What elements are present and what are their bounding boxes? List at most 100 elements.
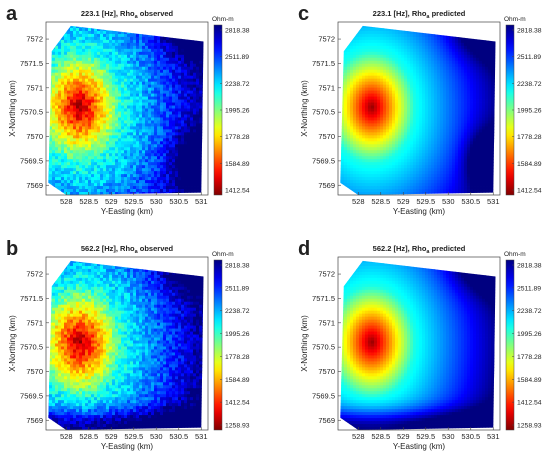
heatmap-cell (356, 102, 360, 106)
heatmap-cell (190, 114, 194, 118)
heatmap-cell (48, 72, 50, 77)
heatmap-cell (440, 22, 443, 25)
heatmap-cell (392, 27, 396, 32)
heatmap-cell (416, 90, 420, 94)
heatmap-cell (97, 22, 100, 25)
heatmap-cell (124, 96, 128, 100)
heatmap-cell (184, 162, 188, 166)
heatmap-cell (61, 99, 65, 103)
heatmap-cell (160, 22, 163, 25)
heatmap-cell (97, 117, 101, 121)
heatmap-cell (145, 156, 149, 160)
heatmap-cell (395, 36, 399, 41)
heatmap-cell (350, 51, 354, 56)
heatmap-cell (58, 129, 62, 133)
heatmap-cell (181, 87, 185, 91)
heatmap-cell (440, 33, 444, 38)
heatmap-cell (166, 171, 170, 175)
heatmap-cell (115, 114, 119, 118)
heatmap-cell (163, 90, 167, 94)
heatmap-cell (431, 48, 435, 53)
heatmap-cell (482, 87, 486, 91)
heatmap-cell (94, 93, 98, 97)
heatmap-cell (100, 42, 104, 47)
heatmap-cell (160, 102, 164, 106)
heatmap-cell (479, 42, 483, 47)
heatmap-cell (97, 25, 101, 29)
heatmap-cell (61, 162, 65, 166)
heatmap-cell (112, 39, 116, 44)
heatmap-cell (145, 39, 149, 44)
heatmap-cell (130, 75, 134, 80)
heatmap-cell (350, 45, 354, 50)
heatmap-cell (154, 87, 158, 91)
heatmap-cell (91, 144, 95, 148)
heatmap-cell (64, 102, 68, 106)
heatmap-cell (425, 33, 429, 38)
heatmap-cell (470, 78, 474, 83)
heatmap-cell (154, 105, 158, 109)
heatmap-cell (187, 99, 191, 103)
heatmap-cell (446, 117, 450, 121)
heatmap-cell (118, 54, 122, 59)
heatmap-cell (428, 60, 432, 65)
heatmap-cell (392, 114, 396, 118)
heatmap-cell (470, 51, 474, 56)
heatmap-cell (199, 78, 203, 83)
heatmap-cell (49, 165, 53, 169)
heatmap-cell (79, 174, 83, 178)
heatmap-cell (169, 150, 173, 154)
heatmap-cell (389, 120, 393, 124)
heatmap-cell (380, 33, 384, 38)
heatmap-cell (103, 48, 107, 53)
heatmap-cell (437, 96, 441, 100)
heatmap-cell (449, 87, 453, 91)
heatmap-cell (127, 123, 131, 127)
heatmap-cell (163, 183, 167, 187)
heatmap-cell (61, 48, 65, 53)
heatmap-cell (494, 117, 496, 121)
heatmap-cell (88, 132, 92, 136)
heatmap-cell (148, 39, 152, 44)
heatmap-cell (142, 177, 146, 181)
heatmap-cell (109, 150, 113, 154)
colorbar-tick-label: 1412.54 (225, 188, 250, 195)
heatmap-cell (85, 66, 89, 71)
heatmap-cell (428, 75, 432, 80)
heatmap-cell (389, 78, 393, 83)
heatmap-cell (449, 33, 453, 38)
heatmap-cell (181, 84, 185, 89)
heatmap-cell (350, 87, 354, 91)
heatmap-cell (118, 78, 122, 83)
heatmap-cell (133, 93, 137, 97)
heatmap-cell (341, 90, 345, 94)
heatmap-cell (94, 120, 98, 124)
heatmap-cell (130, 36, 134, 41)
heatmap-cell (148, 123, 152, 127)
heatmap-cell (121, 51, 125, 56)
heatmap-cell (103, 99, 107, 103)
heatmap-cell (175, 132, 179, 136)
heatmap-cell (139, 183, 143, 187)
heatmap-cell (377, 54, 381, 59)
heatmap-cell (344, 45, 348, 50)
heatmap-cell (389, 27, 393, 32)
heatmap-cell (124, 174, 128, 178)
heatmap-cell (103, 60, 107, 65)
heatmap-cell (464, 84, 468, 89)
heatmap-cell (398, 42, 402, 47)
heatmap-cell (395, 105, 399, 109)
heatmap-cell (82, 123, 86, 127)
heatmap-cell (374, 54, 378, 59)
heatmap-cell (341, 114, 345, 118)
heatmap-cell (190, 144, 194, 148)
heatmap-cell (488, 22, 491, 25)
heatmap-cell (145, 102, 149, 106)
heatmap-cell (455, 99, 459, 103)
heatmap-cell (169, 25, 173, 29)
heatmap-cell (91, 183, 95, 187)
heatmap-cell (356, 108, 360, 112)
heatmap-cell (154, 135, 158, 139)
heatmap-cell (154, 168, 158, 172)
heatmap-cell (428, 66, 432, 71)
